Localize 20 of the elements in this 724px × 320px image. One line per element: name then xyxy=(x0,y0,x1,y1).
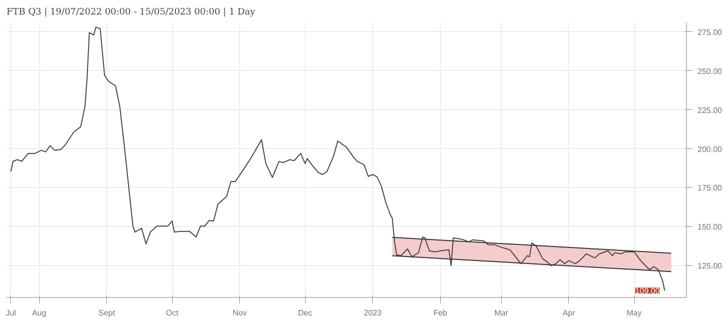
chart-title: FTB Q3 | 19/07/2022 00:00 - 15/05/2023 00:00 | 1 Day xyxy=(6,8,256,18)
y-tick-label: 150.00 xyxy=(698,222,723,232)
y-tick-label: 175.00 xyxy=(698,184,723,193)
x-tick-label: Jul xyxy=(6,308,16,318)
y-tick-label: 200.00 xyxy=(698,144,723,154)
x-tick-label: Dec xyxy=(298,308,312,318)
x-tick-label: Apr xyxy=(562,308,576,318)
y-tick-label: 225.00 xyxy=(698,106,723,115)
y-tick-label: 250.00 xyxy=(698,66,723,76)
y-tick-label: 275.00 xyxy=(698,28,723,37)
x-tick-label: 2023 xyxy=(364,308,382,318)
y-tick-label: 125.00 xyxy=(698,262,723,271)
annotation: 109.00 xyxy=(635,286,660,296)
x-tick-label: Aug xyxy=(32,308,46,318)
x-tick-label: Sept xyxy=(98,308,116,318)
x-tick-label: Feb xyxy=(433,308,448,318)
x-tick-label: Oct xyxy=(166,308,180,318)
x-tick-label: May xyxy=(626,308,642,318)
x-tick-label: Mar xyxy=(494,308,508,318)
x-tick-label: Nov xyxy=(232,308,247,318)
